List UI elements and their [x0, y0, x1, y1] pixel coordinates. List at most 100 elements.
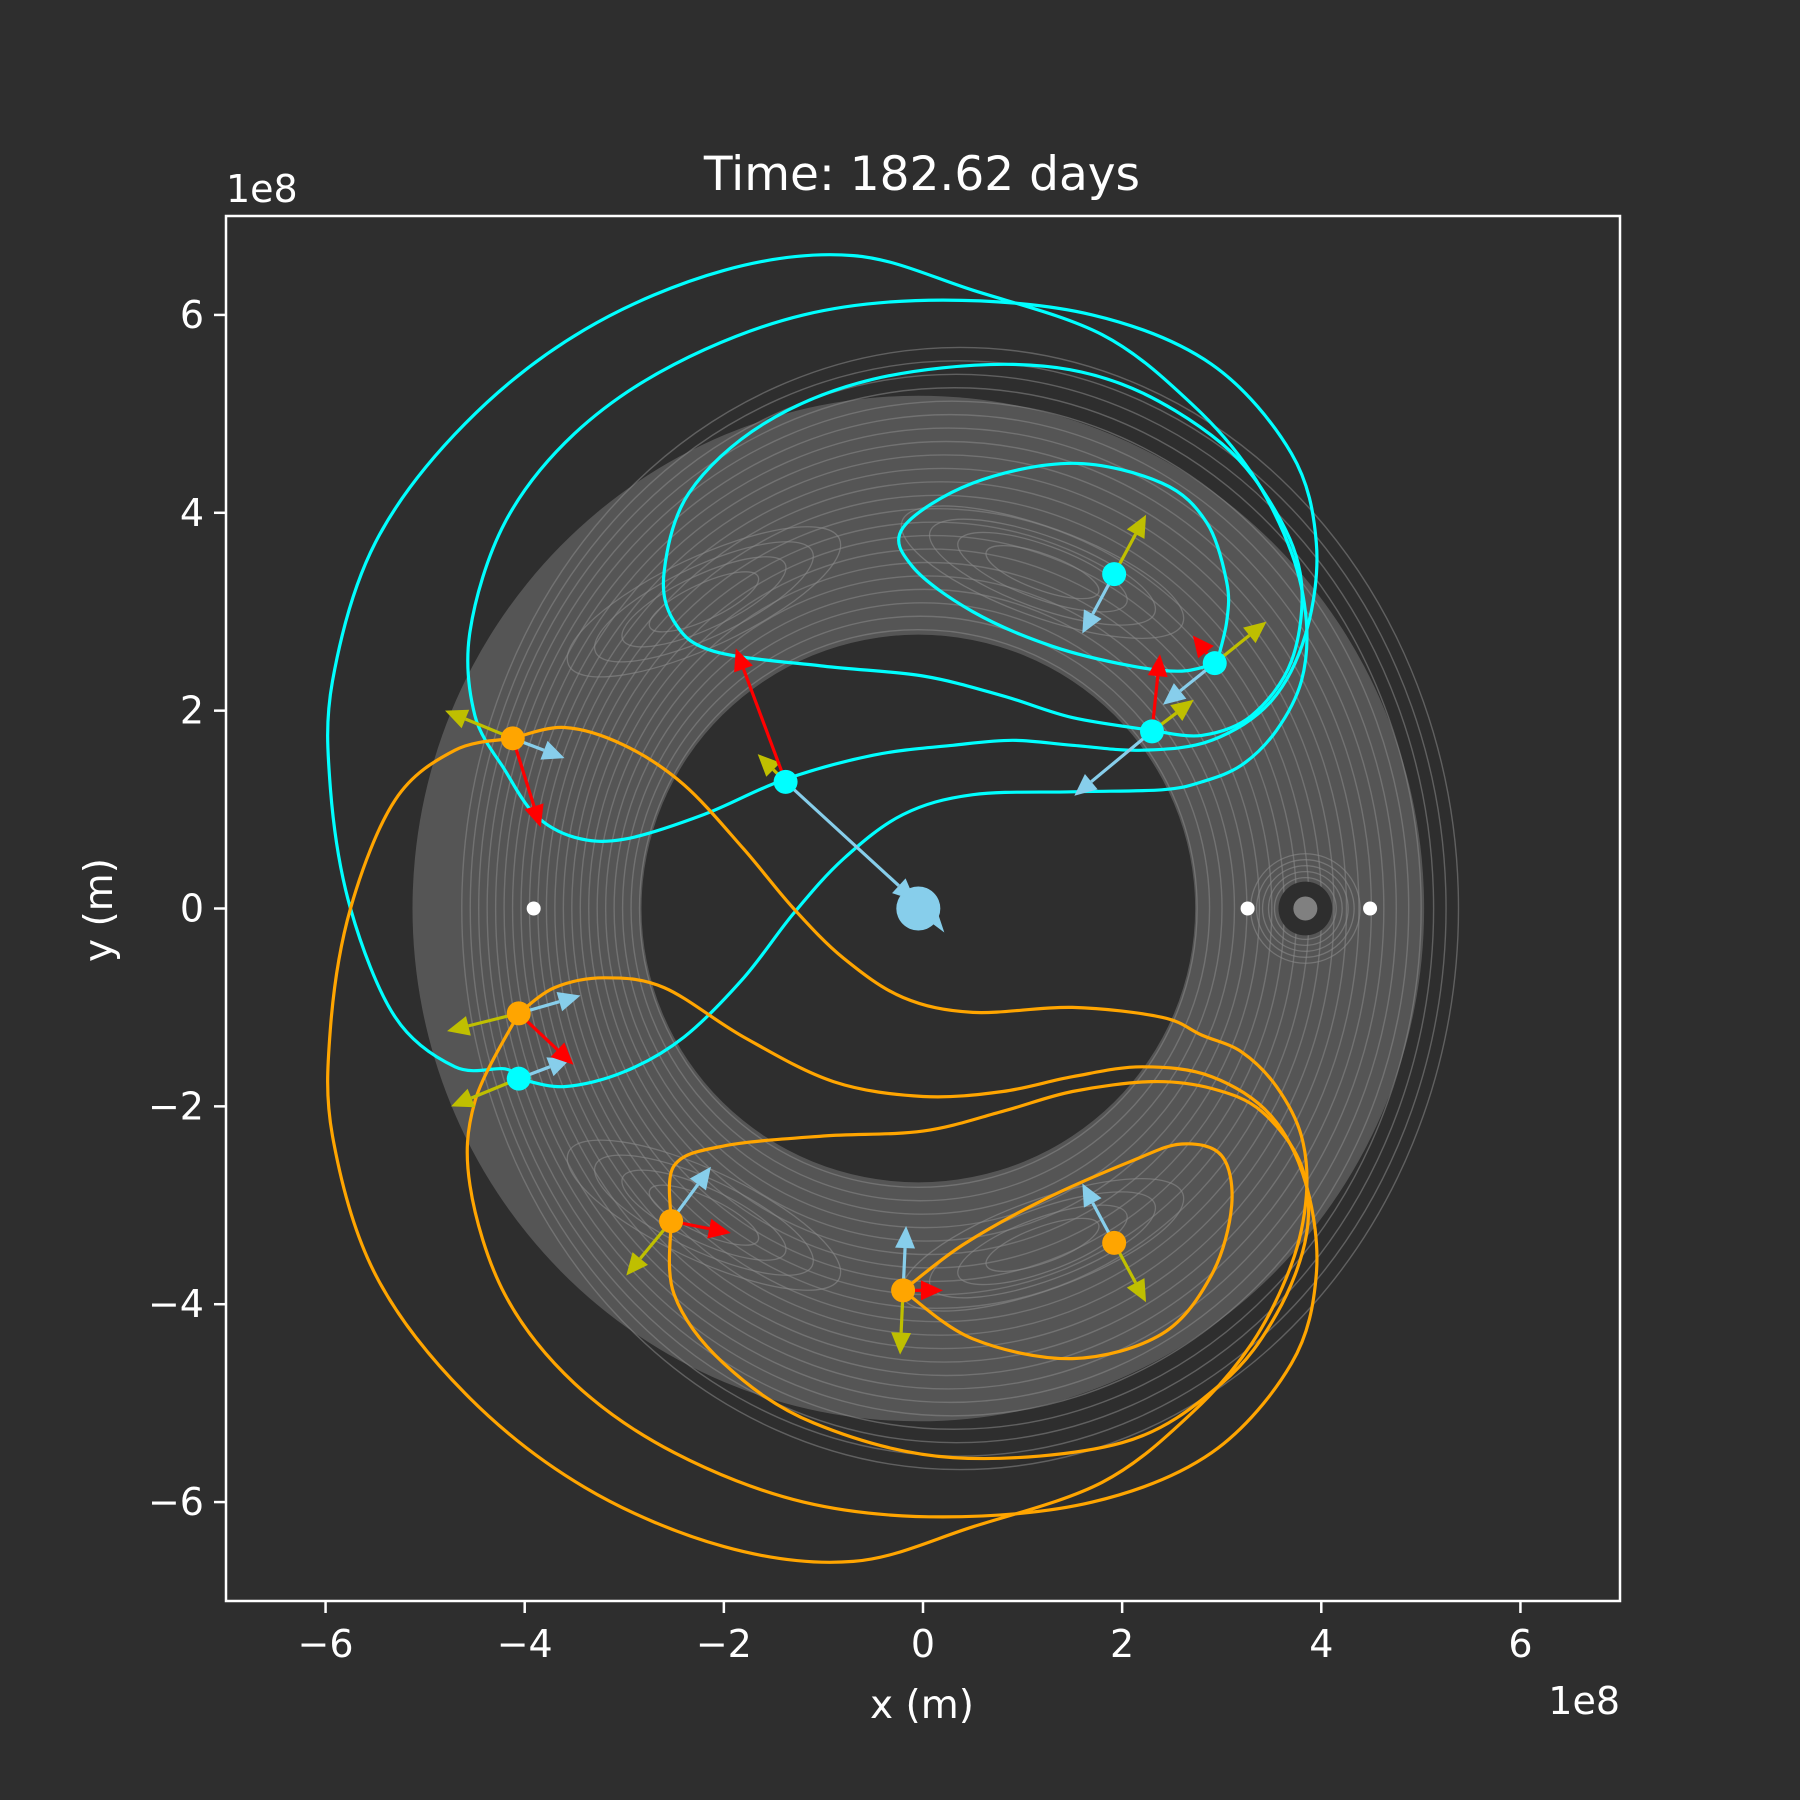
contour-line [630, 615, 1211, 1202]
x-axis-label: x (m) [870, 1683, 974, 1728]
axis-ticks: −6 −4 −2 0 2 4 6 −6 −4 −2 0 2 4 6 [148, 293, 1533, 1666]
contour-lobe [621, 1169, 787, 1261]
y-axis-label: y (m) [77, 858, 122, 962]
y-tick-label: −2 [148, 1084, 204, 1128]
body-orange-9 [1102, 1230, 1127, 1255]
trajectory-cyan-3 [897, 461, 1231, 673]
y-tick-label: 6 [180, 293, 204, 337]
contour-lobe [985, 1217, 1100, 1272]
radial-arrow [1074, 730, 1154, 796]
y-tick-label: −4 [148, 1282, 204, 1326]
contour-lobe [566, 1139, 842, 1291]
x-offset-label: 1e8 [1548, 1679, 1620, 1723]
trajectory-cyan-0 [326, 253, 1309, 1089]
contour-moon-ring [1255, 859, 1355, 958]
contour-moon-ring [1273, 876, 1337, 941]
velocity-arrow-head [447, 1016, 471, 1036]
moon-marker [1293, 896, 1318, 921]
earth-tail [928, 914, 945, 933]
lagrange-point-1 [1363, 901, 1378, 916]
x-tick-label: −2 [696, 1622, 752, 1666]
contour-line [469, 360, 1447, 1457]
contour-lobe [957, 531, 1128, 613]
radial-arrow-head [689, 1166, 711, 1191]
velocity-arrow-head [1126, 1278, 1147, 1303]
body-orange-7 [659, 1209, 684, 1234]
acceleration-arrow-head [734, 648, 753, 673]
trajectory-orange-7 [902, 1142, 1234, 1361]
velocity-arrow-head [451, 1088, 476, 1108]
trajectories [326, 253, 1319, 1564]
contour-lobe [566, 526, 842, 678]
radial-arrow-head [540, 740, 565, 760]
trajectory-orange-5 [465, 976, 1319, 1519]
body-orange-5 [500, 726, 525, 751]
velocity-arrow-head [626, 1252, 648, 1276]
contour-line [486, 387, 1422, 1430]
body-cyan-4 [506, 1066, 531, 1091]
radial-arrow-head [1162, 683, 1187, 705]
contour-lobe [621, 556, 787, 648]
y-tick-label: 0 [180, 887, 204, 931]
chart-title: Time: 182.62 days [703, 147, 1140, 202]
y-tick-label: 4 [180, 491, 204, 535]
acceleration-arrow-head [1192, 635, 1214, 659]
contour-lobe [900, 505, 1185, 639]
body-orange-8 [891, 1278, 916, 1303]
contour-line [638, 629, 1198, 1188]
radial-arrow [784, 780, 916, 901]
x-tick-label: 6 [1508, 1622, 1532, 1666]
velocity-arrow-head [891, 1332, 912, 1355]
y-tick-label: −6 [148, 1480, 204, 1524]
radial-arrow-shaft [1090, 730, 1154, 783]
velocity-arrow-head [1170, 699, 1194, 722]
trajectory-cyan-1 [466, 298, 1319, 843]
contour-lobe [648, 1184, 760, 1246]
velocity-arrow-head [1243, 621, 1267, 644]
x-tick-label: −6 [298, 1622, 354, 1666]
body-cyan-1 [1202, 651, 1227, 676]
radial-arrow-head [546, 1057, 571, 1077]
radial-arrow-shaft [784, 780, 900, 887]
contour-lobe [593, 1154, 814, 1276]
body-cyan-3 [773, 769, 798, 794]
acceleration-arrow-head [524, 803, 544, 828]
x-tick-label: 0 [911, 1622, 935, 1666]
y-offset-label: 1e8 [226, 167, 298, 211]
trajectory-cyan-2 [661, 362, 1304, 738]
acceleration-arrow-head [707, 1218, 731, 1239]
contour-lobe [985, 545, 1100, 600]
contour-lobe [648, 571, 760, 633]
lagrange-point-2 [526, 901, 541, 916]
acceleration-arrow-head [920, 1280, 943, 1301]
lagrange-point-0 [1240, 901, 1255, 916]
radial-arrow-head [1082, 609, 1102, 634]
vector-arrows [445, 514, 1267, 1355]
radial-arrow-head [556, 992, 581, 1012]
x-tick-label: 4 [1309, 1622, 1333, 1666]
trajectory-orange-6 [667, 1079, 1311, 1461]
acceleration-arrow-head [1147, 654, 1168, 678]
contour-line [478, 373, 1435, 1444]
y-tick-label: 2 [180, 689, 204, 733]
contour-line [494, 400, 1410, 1417]
contour-lobe [593, 541, 814, 663]
radial-arrow-head [895, 1226, 916, 1249]
body-cyan-2 [1140, 719, 1165, 744]
contour-line [545, 481, 1335, 1336]
acceleration-arrow-shaft [741, 668, 788, 783]
contour-moon-ring [1267, 871, 1343, 946]
contour-line [511, 427, 1385, 1390]
x-tick-label: −4 [497, 1622, 553, 1666]
velocity-arrow-head [1126, 514, 1147, 539]
velocity-arrow-head [757, 754, 781, 777]
radial-arrow-head [1082, 1183, 1102, 1208]
acceleration-arrow-head [550, 1042, 574, 1065]
contour-line [503, 413, 1397, 1404]
body-orange-6 [506, 1001, 531, 1026]
trajectory-orange-4 [326, 725, 1309, 1564]
radial-arrow-head [1074, 773, 1098, 796]
contour-line [461, 346, 1460, 1471]
x-tick-label: 2 [1110, 1622, 1134, 1666]
